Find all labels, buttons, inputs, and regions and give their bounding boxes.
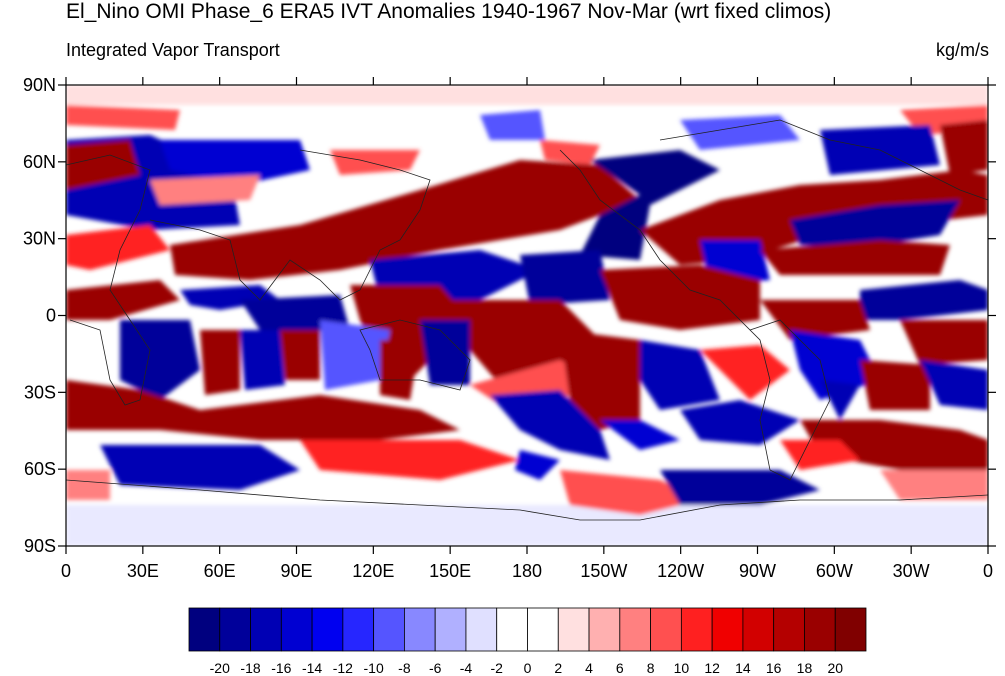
colorbar-swatch (680, 607, 713, 652)
colorbar-swatch (496, 607, 528, 652)
lon-tick-label: 150W (580, 561, 627, 581)
map-title: El_Nino OMI Phase_6 ERA5 IVT Anomalies 1… (66, 0, 832, 23)
lon-tick-label: 120W (657, 561, 704, 581)
coastlines (66, 119, 988, 521)
colorbar-swatch (311, 607, 344, 652)
colorbar-swatch (527, 607, 559, 652)
lon-tick-label: 0 (983, 561, 993, 581)
colorbar-swatch (188, 607, 221, 652)
colorbar-swatch (588, 607, 621, 652)
lon-tick-label: 60E (204, 561, 236, 581)
colorbar-label: 18 (797, 660, 813, 676)
lat-tick-label: 90S (24, 536, 56, 556)
colorbar-label: 0 (524, 660, 532, 676)
units-label: kg/m/s (935, 40, 989, 60)
colorbar-label: -20 (210, 660, 230, 676)
colorbar-label: 14 (735, 660, 751, 676)
colorbar-label: -18 (240, 660, 260, 676)
lat-tick-label: 30S (24, 382, 56, 402)
colorbar-label: 16 (766, 660, 782, 676)
lon-tick-label: 30E (127, 561, 159, 581)
colorbar-label: 6 (616, 660, 624, 676)
lon-tick-label: 60W (816, 561, 853, 581)
lon-tick-label: 90W (739, 561, 776, 581)
map-subtitle: Integrated Vapor Transport (66, 40, 280, 60)
lon-tick-label: 0 (61, 561, 71, 581)
lon-tick-label: 180 (512, 561, 542, 581)
colorbar-swatch (742, 607, 775, 652)
colorbar-swatch (404, 607, 436, 652)
lon-tick-label: 150E (429, 561, 471, 581)
colorbar-swatch (219, 607, 251, 652)
colorbar-swatch (342, 607, 375, 652)
lon-tick-label: 120E (352, 561, 394, 581)
colorbar-swatch (250, 607, 282, 652)
lon-tick-label: 30W (893, 561, 930, 581)
colorbar-label: 2 (554, 660, 562, 676)
colorbar-swatch (804, 607, 836, 652)
lat-tick-label: 0 (46, 306, 56, 326)
colorbar-label: -2 (491, 660, 504, 676)
colorbar-swatch (711, 607, 744, 652)
anomaly-field (66, 85, 988, 546)
colorbar-label: -16 (271, 660, 291, 676)
colorbar-swatch (465, 607, 498, 652)
colorbar-label: -14 (302, 660, 322, 676)
colorbar-swatch (834, 607, 867, 652)
colorbar-swatch (280, 607, 313, 652)
colorbar-label: 8 (647, 660, 655, 676)
colorbar-swatch (557, 607, 590, 652)
colorbar-swatch (619, 607, 651, 652)
colorbar-label: -10 (364, 660, 384, 676)
colorbar-label: 20 (827, 660, 843, 676)
lat-tick-label: 30N (23, 229, 56, 249)
colorbar-label: 10 (674, 660, 690, 676)
lat-tick-label: 60S (24, 459, 56, 479)
colorbar: -20 -18 -16 -14 -12 -10 -8 -6 -4 -2 0 2 4 6 8 10 12 14 16 1… (188, 607, 867, 676)
colorbar-label: 4 (585, 660, 593, 676)
lat-tick-label: 90N (23, 75, 56, 95)
lon-tick-label: 90E (280, 561, 312, 581)
colorbar-label: -6 (429, 660, 442, 676)
colorbar-swatch (773, 607, 805, 652)
colorbar-label: -4 (460, 660, 473, 676)
colorbar-swatch (434, 607, 467, 652)
colorbar-swatch (650, 607, 682, 652)
colorbar-label: -12 (333, 660, 353, 676)
lat-tick-label: 60N (23, 152, 56, 172)
colorbar-label: -8 (398, 660, 411, 676)
colorbar-swatch (373, 607, 405, 652)
colorbar-label: 12 (704, 660, 720, 676)
